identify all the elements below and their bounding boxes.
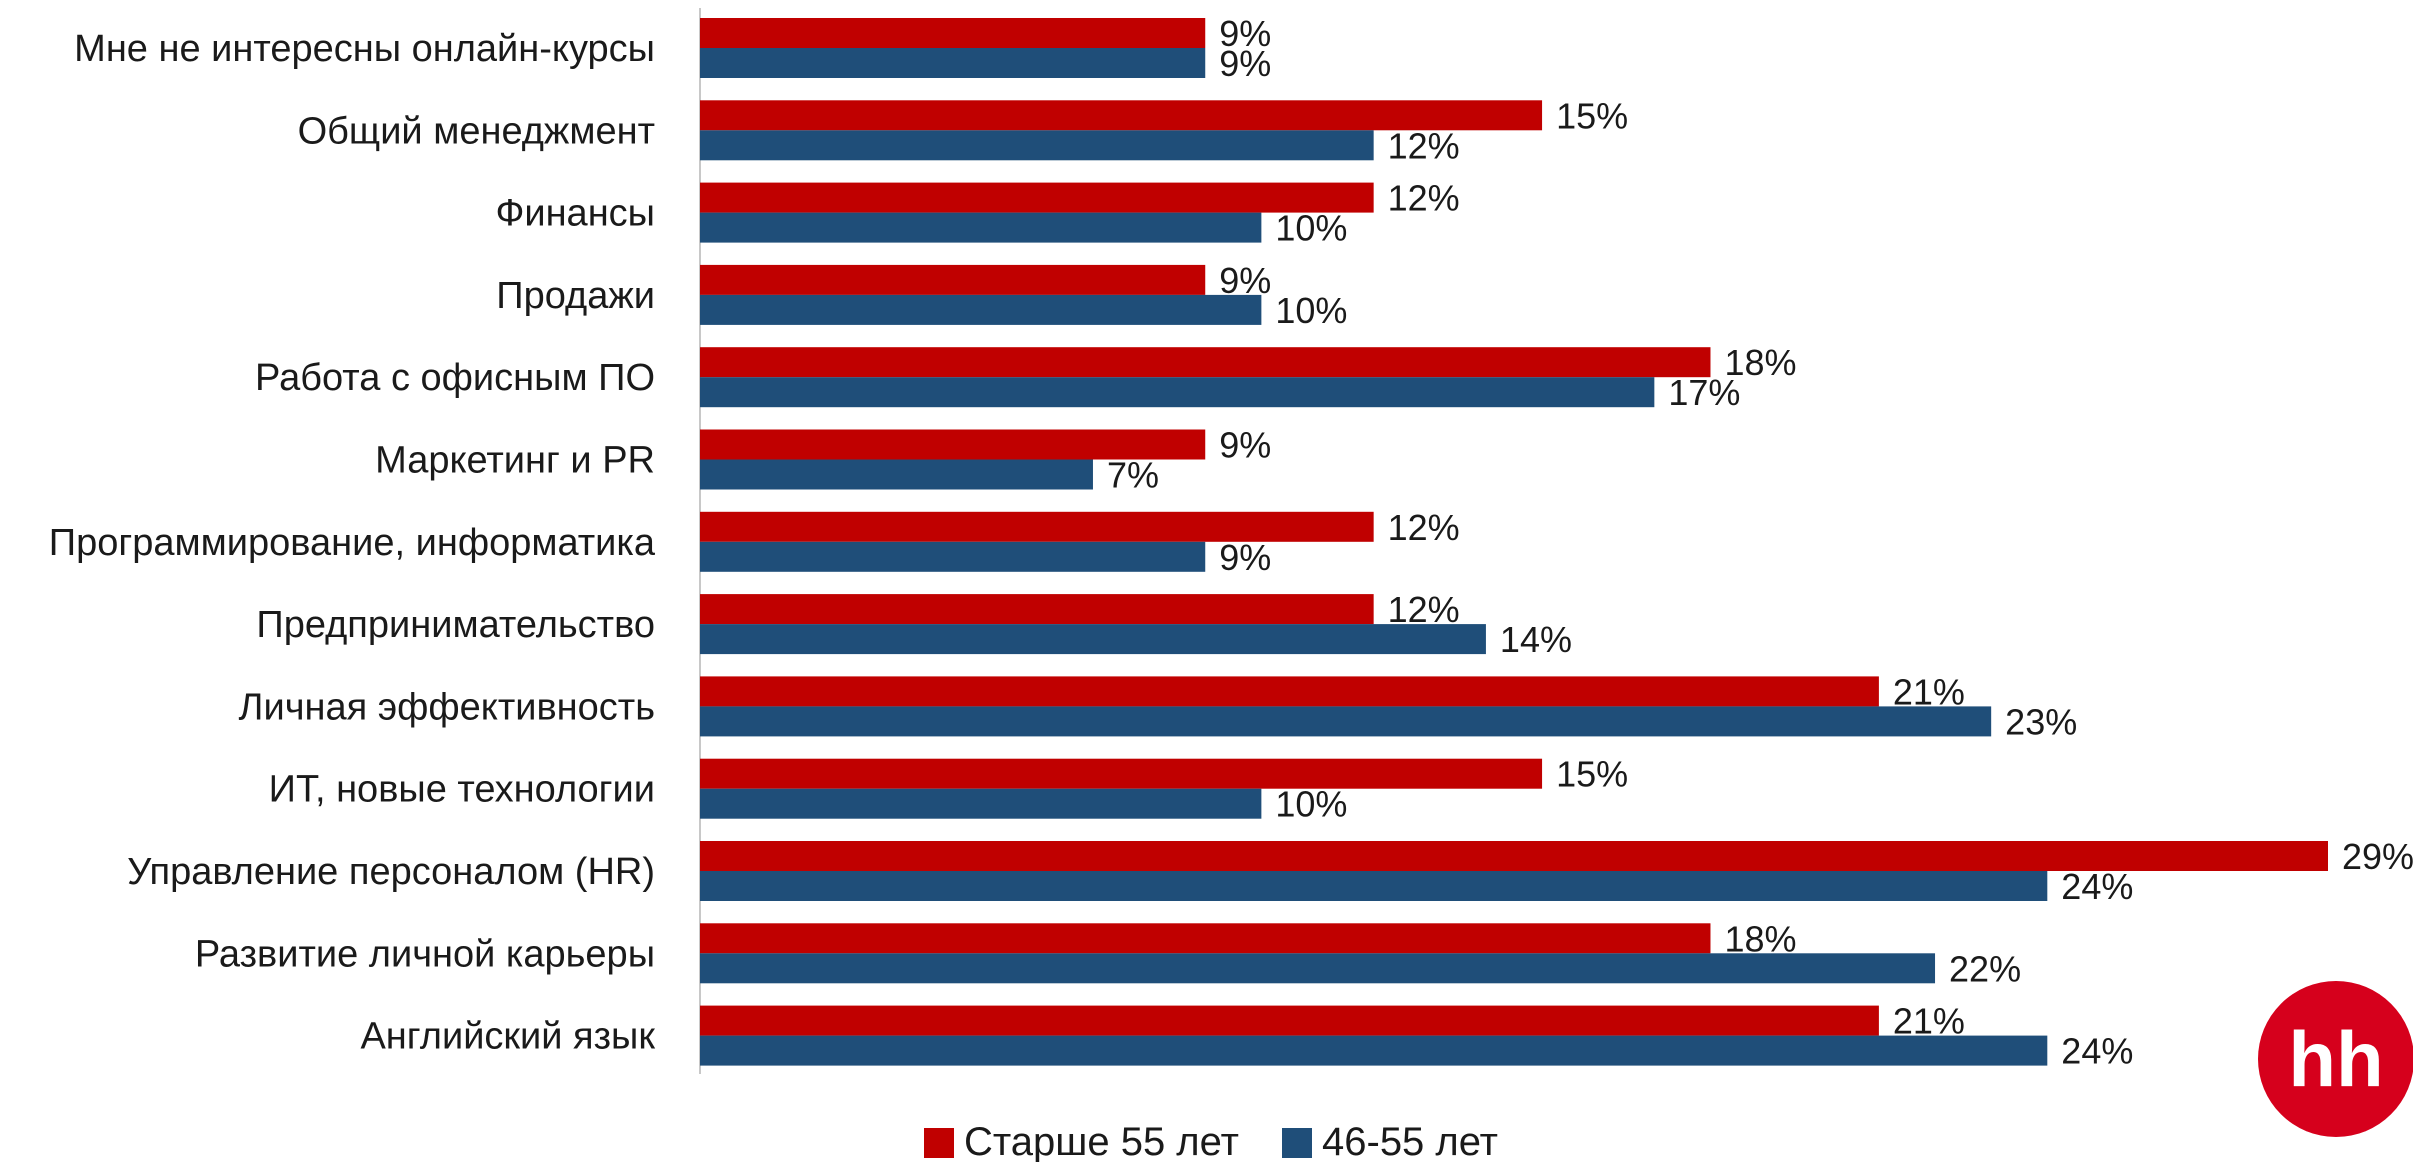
value-label-older-55-5: 9% [1219,425,1271,466]
value-label-older-55-3: 9% [1219,260,1271,301]
value-label-older-55-10: 29% [2342,836,2413,877]
value-label-older-55-2: 12% [1388,178,1460,219]
bar-46-55-10 [700,871,2048,901]
bar-older-55-0 [700,18,1206,48]
legend-label-older-55: Старше 55 лет [964,1120,1239,1162]
category-label-9: ИТ, новые технологии [269,769,655,811]
category-label-3: Продажи [496,275,655,317]
bar-older-55-1 [700,100,1543,131]
value-label-older-55-8: 21% [1893,671,1965,712]
value-label-older-55-12: 21% [1893,1001,1965,1042]
value-label-older-55-0: 9% [1219,13,1271,54]
value-labels: 9%9%15%12%12%10%9%10%18%17%9%7%12%9%12%1… [1107,13,2413,1072]
hh-logo: hh [2258,981,2413,1137]
value-label-older-55-1: 15% [1556,95,1628,136]
bar-46-55-6 [700,541,1206,572]
bar-46-55-3 [700,294,1262,325]
value-label-46-55-11: 22% [1949,948,2021,989]
legend-swatch-older-55 [924,1128,954,1158]
category-label-4: Работа с офисным ПО [255,357,655,399]
bar-older-55-8 [700,676,1879,707]
bar-46-55-2 [700,212,1262,243]
bar-46-55-12 [700,1035,2048,1066]
legend-swatch-46-55 [1282,1128,1312,1158]
category-label-8: Личная эффективность [239,686,655,728]
value-label-older-55-4: 18% [1724,342,1796,383]
value-label-46-55-7: 14% [1500,619,1572,660]
bar-46-55-1 [700,130,1374,161]
bars-group [700,18,2328,1066]
category-label-10: Управление персоналом (HR) [127,851,655,893]
category-labels: Мне не интересны онлайн-курсы Общий менед… [49,28,656,1058]
hh-logo-text: hh [2288,1015,2383,1103]
category-label-0: Мне не интересны онлайн-курсы [74,28,655,70]
bar-older-55-9 [700,758,1543,789]
value-label-46-55-1: 12% [1388,125,1460,166]
value-label-46-55-2: 10% [1275,208,1347,249]
category-label-2: Финансы [495,193,655,235]
value-label-46-55-12: 24% [2061,1031,2133,1072]
bar-46-55-0 [700,48,1206,78]
value-label-older-55-6: 12% [1388,507,1460,548]
category-label-7: Предпринимательство [256,604,655,646]
bar-older-55-10 [700,841,2328,871]
value-label-46-55-8: 23% [2005,701,2077,742]
bar-older-55-3 [700,264,1206,295]
category-label-11: Развитие личной карьеры [195,933,655,975]
bar-46-55-4 [700,377,1655,408]
bar-46-55-11 [700,953,1936,984]
bar-46-55-8 [700,706,1992,737]
value-label-older-55-7: 12% [1388,589,1460,630]
bar-46-55-5 [700,459,1093,490]
value-label-46-55-9: 10% [1275,784,1347,825]
value-label-46-55-3: 10% [1275,290,1347,331]
value-label-46-55-10: 24% [2061,866,2133,907]
value-label-46-55-5: 7% [1107,455,1159,496]
category-label-12: Английский язык [360,1016,655,1058]
bar-46-55-9 [700,788,1262,819]
bar-older-55-4 [700,347,1711,378]
category-label-1: Общий менеджмент [298,110,655,152]
bar-older-55-11 [700,923,1711,954]
bar-46-55-7 [700,624,1486,655]
legend: Старше 55 лет 46-55 лет [924,1120,1498,1162]
value-label-older-55-11: 18% [1724,918,1796,959]
value-label-46-55-6: 9% [1219,537,1271,578]
category-label-6: Программирование, информатика [49,522,656,564]
value-label-older-55-9: 15% [1556,754,1628,795]
bar-older-55-7 [700,594,1374,625]
bar-older-55-12 [700,1005,1879,1036]
hh-logo-circle [2258,981,2413,1137]
value-label-46-55-0: 9% [1219,43,1271,84]
category-label-5: Маркетинг и PR [375,440,655,482]
value-label-46-55-4: 17% [1668,372,1740,413]
bar-older-55-6 [700,511,1374,542]
legend-label-46-55: 46-55 лет [1322,1120,1498,1162]
bar-older-55-5 [700,429,1206,460]
bar-older-55-2 [700,182,1374,213]
